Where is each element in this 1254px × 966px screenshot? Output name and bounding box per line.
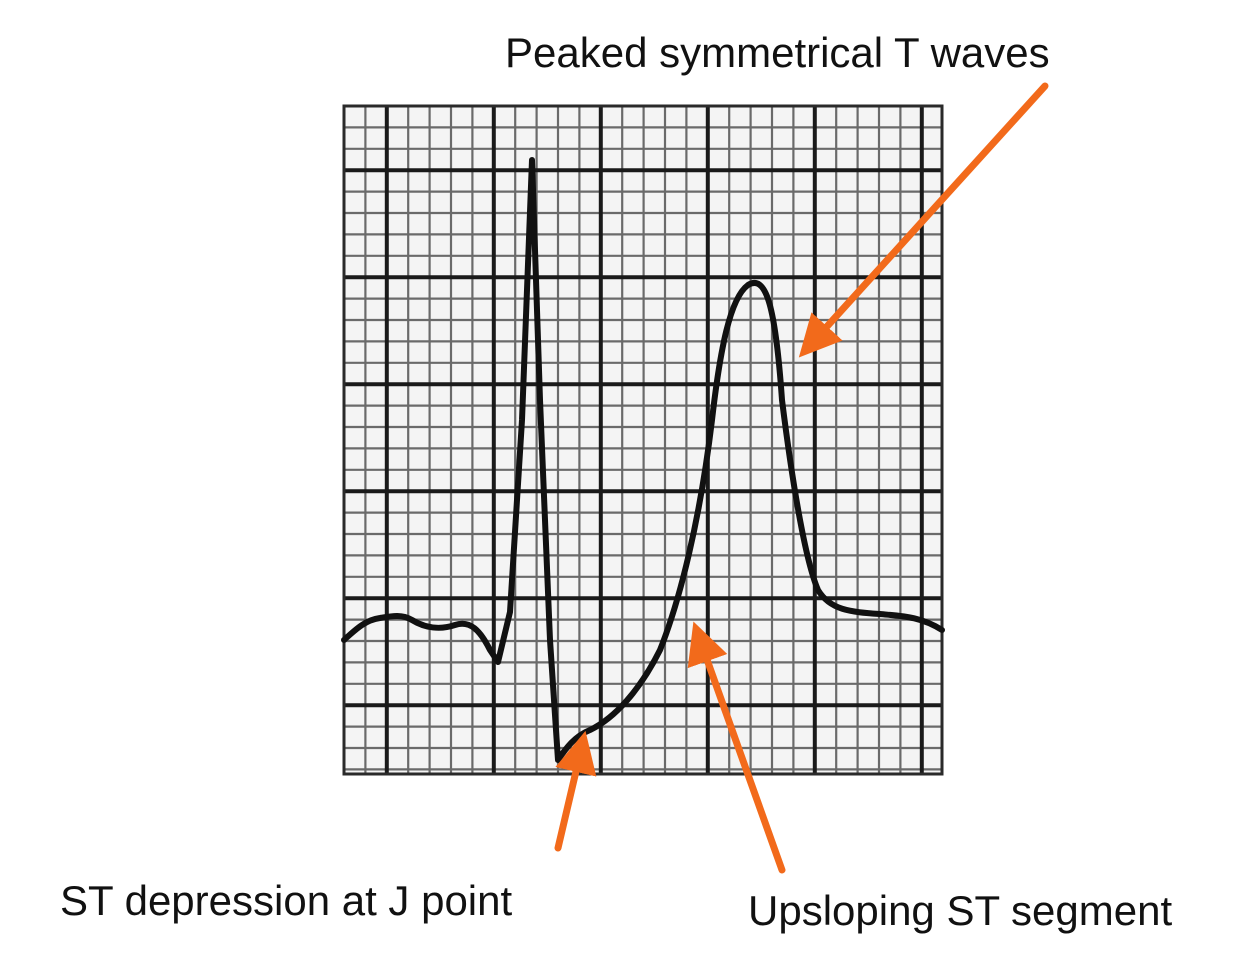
arrow-t-waves [798,82,1049,358]
label-st-depression-j-point: ST depression at J point [60,877,513,924]
arrow-j-point [554,730,597,852]
arrow-st-segment [687,621,786,874]
label-upsloping-st-segment: Upsloping ST segment [748,887,1173,934]
ecg-frame [342,104,944,776]
ecg-strip [341,104,945,776]
label-peaked-t-waves: Peaked symmetrical T waves [505,29,1050,76]
ecg-trace [341,157,945,763]
ecg-grid-minor [342,104,942,774]
